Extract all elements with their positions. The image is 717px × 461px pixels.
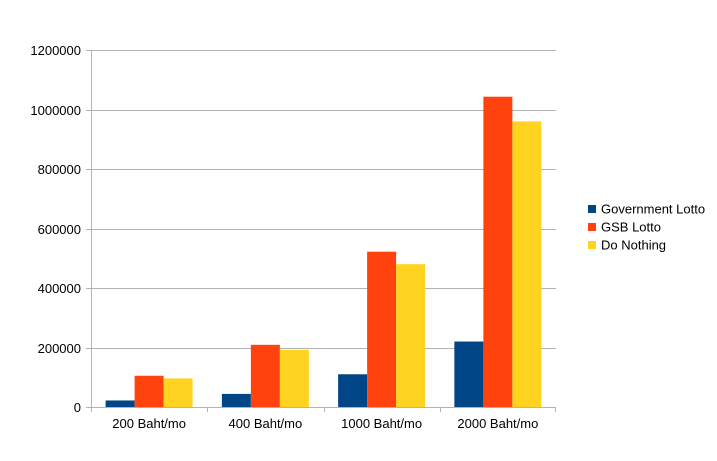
- legend-label: Do Nothing: [601, 238, 666, 253]
- bar-gsb-lotto-0: [134, 375, 164, 407]
- legend-swatch: [588, 205, 596, 213]
- bar-do-nothing-3: [512, 121, 542, 408]
- bar-do-nothing-2: [396, 264, 426, 407]
- y-tick-label: 600000: [38, 222, 81, 237]
- y-tick-label: 1200000: [30, 43, 81, 58]
- bar-gsb-lotto-1: [250, 344, 280, 407]
- x-category-labels: 200 Baht/mo 400 Baht/mo 1000 Baht/mo 2000 B…: [112, 416, 538, 431]
- bar-government-lotto-3: [454, 341, 484, 407]
- bar-government-lotto-0: [105, 400, 135, 407]
- bar-gsb-lotto-3: [483, 96, 513, 408]
- y-tick-labels: 0 200000 400000 600000 800000 1000000 1200000: [30, 43, 81, 415]
- bar-do-nothing-0: [163, 378, 193, 407]
- axes: [86, 50, 556, 412]
- y-tick-label: 200000: [38, 341, 81, 356]
- legend-swatch: [588, 223, 596, 231]
- x-category-label: 400 Baht/mo: [229, 416, 303, 431]
- bar-government-lotto-2: [338, 374, 368, 407]
- y-tick-label: 0: [74, 400, 81, 415]
- x-category-label: 200 Baht/mo: [112, 416, 186, 431]
- bar-gsb-lotto-2: [367, 251, 397, 407]
- bar-government-lotto-1: [221, 393, 251, 407]
- y-tick-label: 1000000: [30, 103, 81, 118]
- y-tick-label: 400000: [38, 281, 81, 296]
- legend: Government Lotto GSB Lotto Do Nothing: [588, 202, 705, 253]
- y-tick-label: 800000: [38, 162, 81, 177]
- legend-label: Government Lotto: [601, 202, 705, 217]
- bar-do-nothing-1: [279, 349, 309, 407]
- x-category-label: 2000 Baht/mo: [457, 416, 538, 431]
- legend-label: GSB Lotto: [601, 220, 661, 235]
- bars: [105, 96, 542, 408]
- x-category-label: 1000 Baht/mo: [341, 416, 422, 431]
- legend-swatch: [588, 241, 596, 249]
